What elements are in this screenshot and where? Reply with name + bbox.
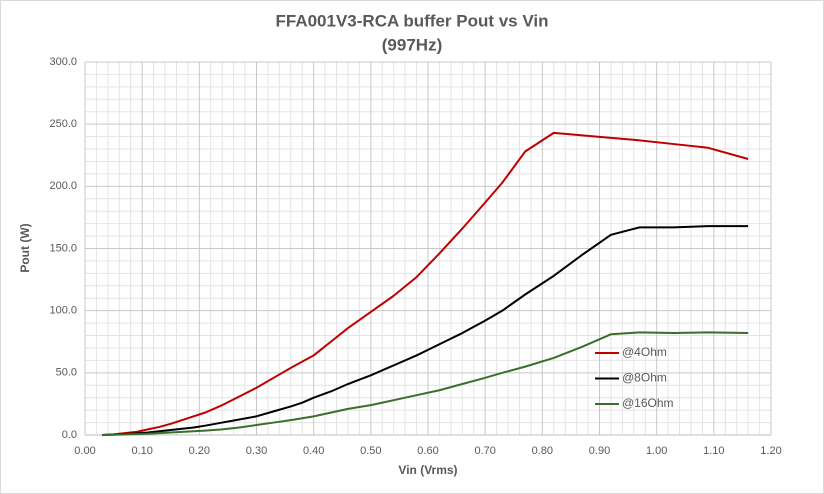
x-tick-label: 0.60 bbox=[417, 445, 438, 457]
chart-subtitle: (997Hz) bbox=[382, 35, 442, 54]
y-tick-label: 250.0 bbox=[49, 118, 77, 130]
legend-label: @8Ohm bbox=[622, 371, 667, 385]
x-tick-label: 0.30 bbox=[246, 445, 267, 457]
x-tick-label: 0.80 bbox=[532, 445, 553, 457]
series-line bbox=[102, 331, 749, 436]
y-tick-label: 150.0 bbox=[49, 242, 77, 254]
y-tick-label: 0.0 bbox=[62, 429, 77, 441]
x-tick-label: 0.00 bbox=[74, 445, 95, 457]
x-tick-label: 0.10 bbox=[131, 445, 152, 457]
plot bbox=[102, 131, 749, 436]
legend-label: @16Ohm bbox=[622, 396, 674, 410]
y-axis-title: Pout (W) bbox=[18, 223, 32, 272]
x-tick-label: 0.70 bbox=[474, 445, 495, 457]
x-tick-label: 1.20 bbox=[760, 445, 781, 457]
y-tick-label: 100.0 bbox=[49, 305, 77, 317]
y-tick-label: 200.0 bbox=[49, 180, 77, 192]
grid: 0.00 0.10 0.20 0.30 0.40 0.50 0.60 0.70 0.80 0.90… bbox=[49, 56, 781, 457]
x-tick-label: 0.50 bbox=[360, 445, 381, 457]
legend-label: @4Ohm bbox=[622, 345, 667, 359]
x-tick-label: 0.90 bbox=[589, 445, 610, 457]
series-line bbox=[102, 131, 749, 436]
y-tick-label: 50.0 bbox=[56, 367, 77, 379]
series-line bbox=[102, 225, 749, 436]
x-axis-title: Vin (Vrms) bbox=[398, 463, 457, 477]
x-tick-label: 1.10 bbox=[703, 445, 724, 457]
legend: @4Ohm @8Ohm @16Ohm bbox=[595, 345, 674, 410]
x-tick-label: 0.20 bbox=[189, 445, 210, 457]
x-tick-label: 1.00 bbox=[646, 445, 667, 457]
x-tick-label: 0.40 bbox=[303, 445, 324, 457]
chart-title: FFA001V3-RCA buffer Pout vs Vin bbox=[276, 11, 549, 30]
y-tick-label: 300.0 bbox=[49, 56, 77, 68]
